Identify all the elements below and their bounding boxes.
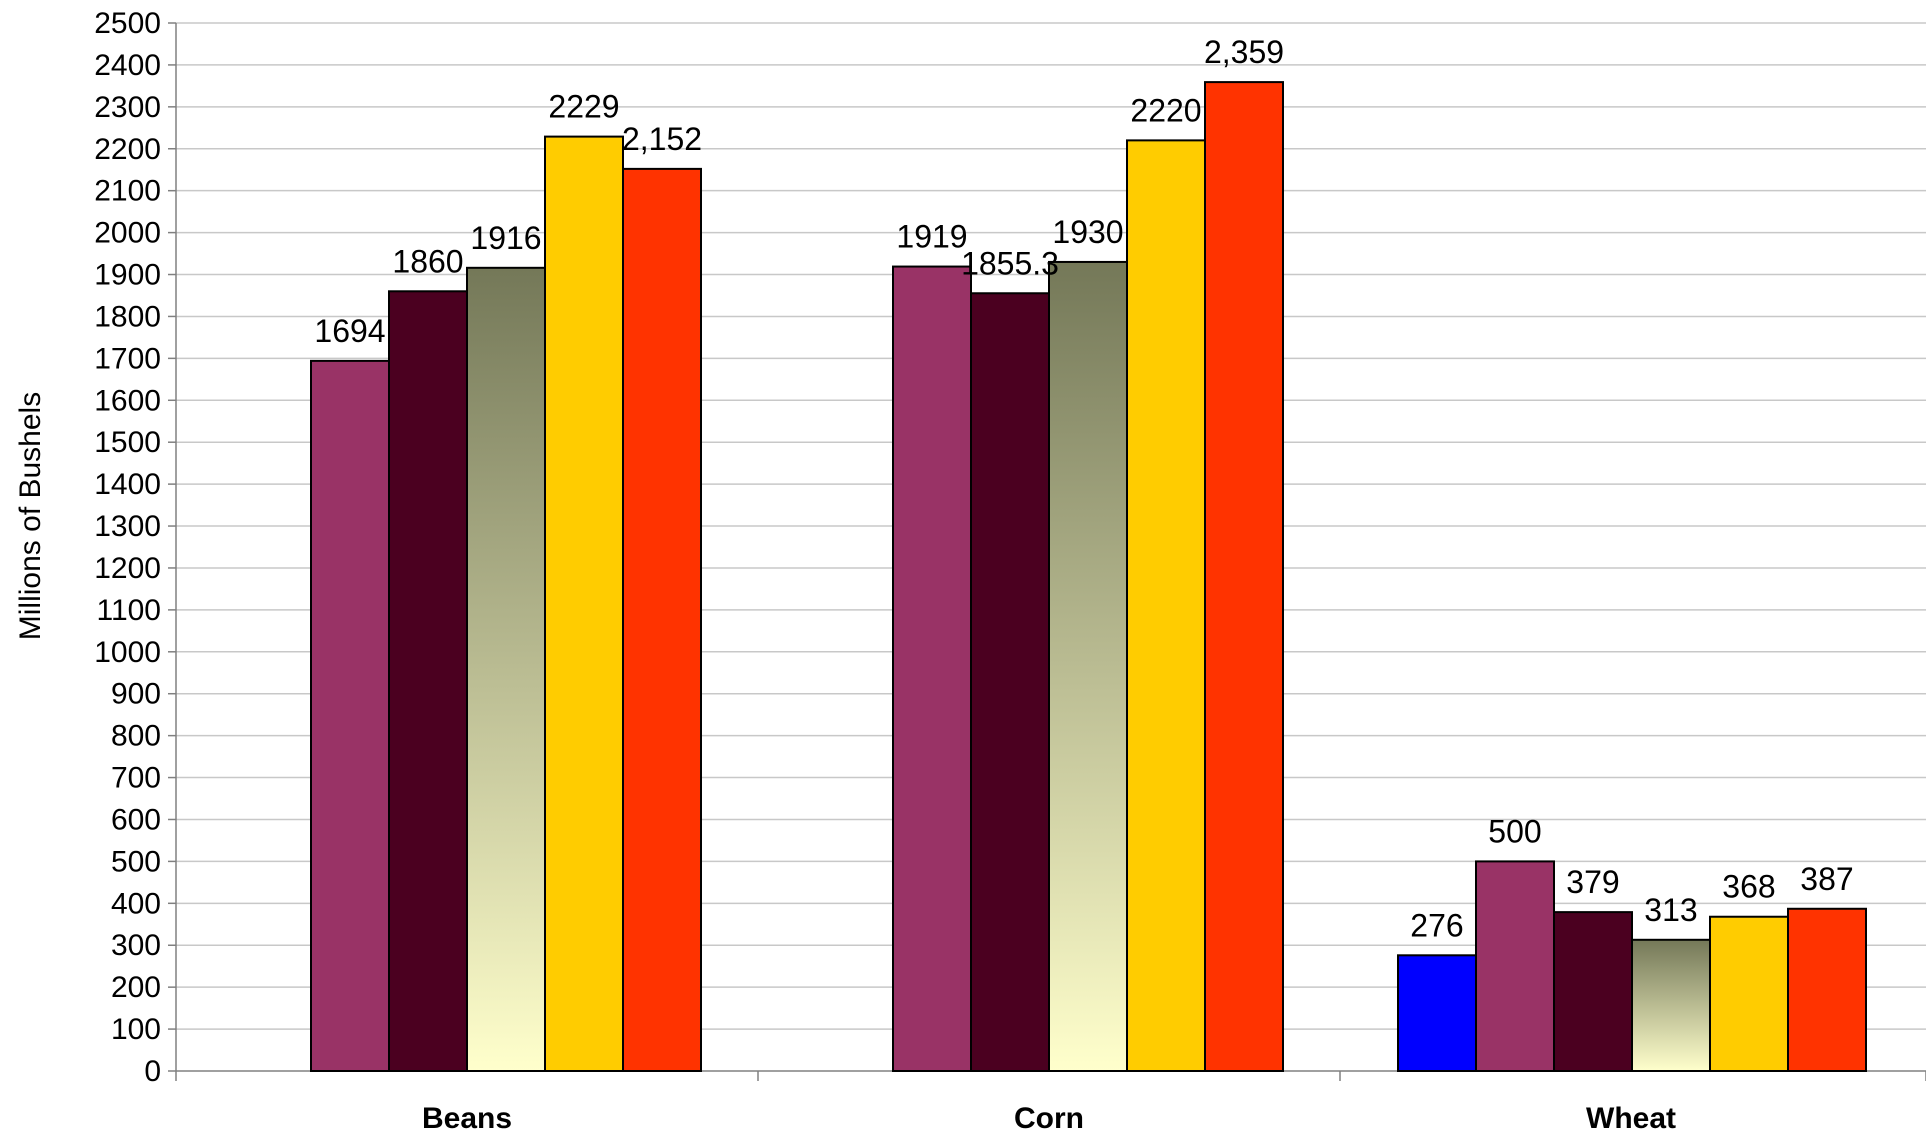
bar-wheat-4 [1631, 938, 1711, 1072]
y-axis-title: Millions of Bushels [14, 392, 47, 640]
y-tick-label: 1900 [94, 259, 161, 292]
data-label: 313 [1644, 892, 1697, 928]
y-tick-label: 300 [111, 929, 161, 962]
data-label: 387 [1800, 861, 1853, 897]
bar-beans-3 [466, 266, 546, 1072]
y-tick-label: 2200 [94, 133, 161, 166]
category-label-wheat: Wheat [1586, 1102, 1676, 1135]
y-tick-label: 1100 [96, 594, 161, 627]
y-tick-label: 1000 [94, 636, 161, 669]
bar-beans-5 [622, 167, 702, 1073]
y-tick-label: 800 [111, 720, 161, 753]
y-tick-label: 1500 [94, 426, 161, 459]
data-label: 1694 [314, 313, 385, 349]
category-label-corn: Corn [1014, 1102, 1084, 1135]
y-tick-label: 2000 [94, 217, 161, 250]
y-tick-label: 400 [111, 887, 161, 920]
data-label: 2220 [1130, 92, 1201, 128]
bar-corn-5 [1204, 81, 1284, 1073]
bar-wheat-3 [1553, 911, 1633, 1073]
data-label: 1916 [470, 220, 541, 256]
data-label: 379 [1566, 864, 1619, 900]
bar-wheat-5 [1709, 915, 1789, 1072]
y-tick-label: 600 [111, 803, 161, 836]
y-tick-label: 100 [111, 1013, 161, 1046]
y-tick-label: 200 [111, 971, 161, 1004]
y-tick-label: 900 [111, 678, 161, 711]
bar-beans-4 [544, 135, 624, 1072]
bar-wheat-1 [1397, 954, 1477, 1072]
bar-corn-1 [892, 265, 972, 1073]
bar-wheat-6 [1787, 907, 1867, 1072]
data-label: 2229 [548, 89, 619, 125]
data-labels: 16941860191622292,15219191855.3193022202… [314, 34, 1853, 943]
y-tick-label: 1700 [94, 342, 161, 375]
y-tick-label: 700 [111, 762, 161, 795]
y-tick-label: 1300 [94, 510, 161, 543]
y-tick-label: 2100 [94, 175, 161, 208]
bars [310, 81, 1867, 1073]
bar-wheat-2 [1475, 860, 1555, 1073]
bar-beans-1 [310, 359, 390, 1073]
y-tick-label: 2300 [94, 91, 161, 124]
bar-beans-2 [388, 290, 468, 1072]
bar-corn-4 [1126, 139, 1206, 1073]
y-tick-label: 1400 [94, 468, 161, 501]
data-label: 2,359 [1204, 34, 1284, 70]
category-label-beans: Beans [422, 1102, 512, 1135]
y-tick-label: 1200 [94, 552, 161, 585]
bar-corn-3 [1048, 260, 1128, 1073]
y-tick-label: 500 [111, 845, 161, 878]
data-label: 368 [1722, 869, 1775, 905]
data-label: 500 [1488, 813, 1541, 849]
y-tick-label: 2400 [94, 49, 161, 82]
y-tick-label: 0 [144, 1055, 161, 1088]
data-label: 2,152 [622, 121, 702, 157]
data-label: 1930 [1052, 214, 1123, 250]
bar-corn-2 [970, 292, 1050, 1072]
data-label: 1860 [392, 243, 463, 279]
y-tick-label: 1800 [94, 300, 161, 333]
y-tick-label: 1600 [94, 384, 161, 417]
axes: 0 100 200 300 400 500 600 700 800 900 1000 1100 1200… [94, 7, 1926, 1135]
data-label: 1919 [896, 219, 967, 255]
data-label: 1855.3 [961, 245, 1059, 281]
data-label: 276 [1410, 907, 1463, 943]
y-tick-label: 2500 [94, 7, 161, 40]
